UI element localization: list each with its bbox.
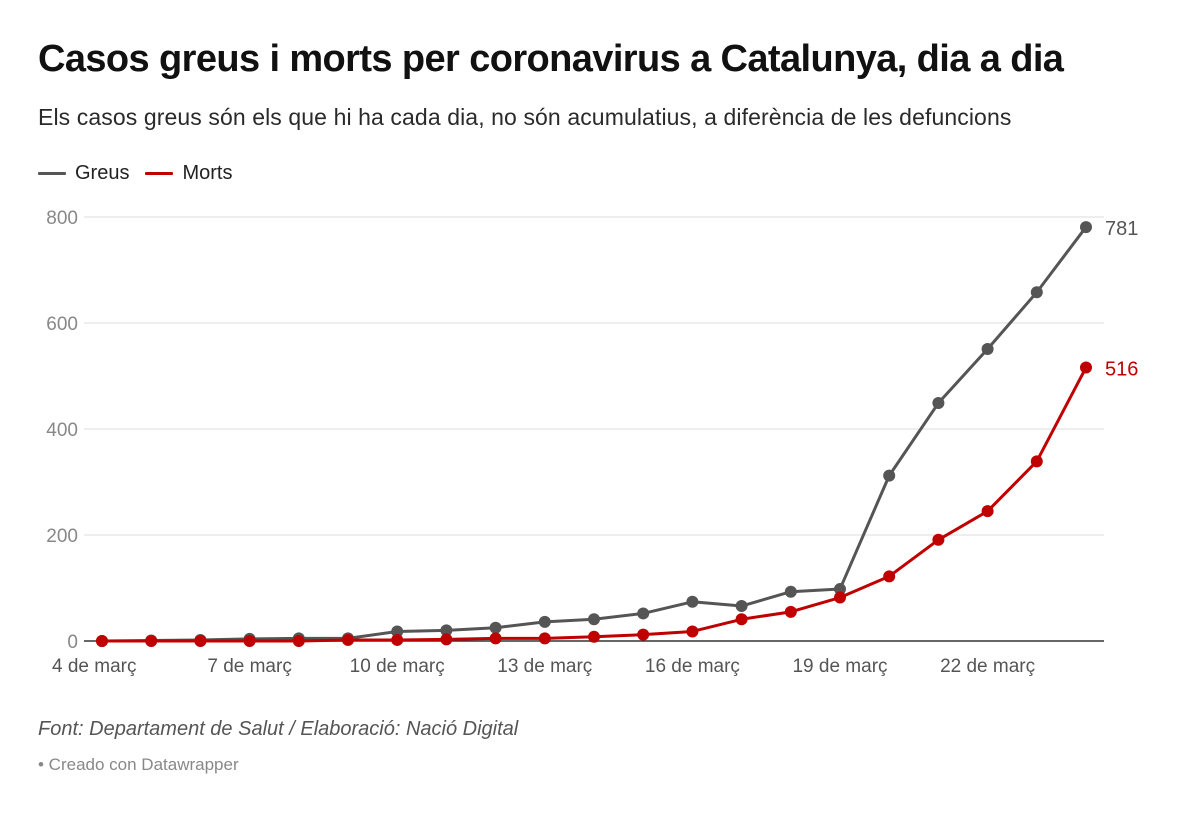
data-point-greus-15 [834, 583, 846, 596]
data-point-greus-20 [1080, 221, 1092, 234]
data-point-morts-15 [834, 591, 846, 604]
data-point-morts-0 [96, 635, 108, 647]
y-tick-label-0: 0 [67, 632, 78, 653]
data-point-greus-9 [538, 615, 551, 628]
data-point-morts-14 [784, 605, 797, 618]
data-point-morts-12 [686, 625, 699, 638]
data-point-greus-13 [735, 600, 748, 613]
data-point-morts-3 [243, 635, 256, 647]
y-tick-label-600: 600 [46, 314, 78, 335]
data-point-morts-4 [292, 635, 305, 647]
data-point-greus-8 [489, 621, 502, 634]
data-point-greus-11 [637, 607, 650, 620]
data-point-greus-19 [1030, 286, 1043, 299]
y-tick-label-400: 400 [46, 420, 78, 441]
data-point-morts-17 [932, 533, 945, 546]
chart-legend: Greus Morts [38, 162, 248, 185]
data-point-morts-5 [342, 633, 354, 646]
legend-swatch-greus [38, 172, 66, 175]
source-note: Font: Departament de Salut / Elaboració:… [38, 718, 519, 740]
data-point-morts-20 [1080, 361, 1092, 374]
data-label-morts-end: 516 [1105, 359, 1138, 381]
data-point-greus-10 [588, 613, 600, 626]
chart-title: Casos greus i morts per coronavirus a Ca… [38, 38, 1064, 80]
legend-label-morts: Morts [182, 162, 233, 184]
data-point-morts-18 [981, 505, 994, 518]
line-chart: 0 200 400 600 800 4 de març 7 de març 10 de mar… [46, 208, 1138, 677]
chart-subtitle: Els casos greus són els que hi ha cada d… [38, 104, 1012, 130]
data-point-morts-11 [637, 628, 650, 641]
data-point-morts-9 [538, 632, 551, 645]
data-point-morts-7 [440, 633, 453, 646]
x-tick-label-12: 16 de març [645, 656, 740, 677]
x-tick-label-0: 4 de març [52, 656, 136, 677]
x-tick-label-9: 13 de març [497, 656, 592, 677]
data-point-morts-2 [194, 635, 207, 647]
legend-label-greus: Greus [75, 162, 130, 184]
data-point-greus-18 [981, 342, 994, 355]
x-tick-label-6: 10 de març [350, 656, 445, 677]
credit-note: • Creado con Datawrapper [38, 755, 239, 774]
legend-swatch-morts [145, 172, 174, 175]
data-point-morts-16 [883, 570, 896, 583]
data-point-morts-10 [588, 630, 600, 643]
data-point-greus-14 [784, 585, 797, 598]
data-label-greus-end: 781 [1105, 218, 1138, 240]
data-point-greus-16 [883, 469, 896, 482]
legend-item-greus: Greus [38, 162, 129, 185]
data-point-morts-6 [391, 633, 404, 646]
series-line-greus [100, 225, 1088, 643]
data-point-morts-8 [489, 632, 502, 645]
x-tick-label-3: 7 de març [207, 656, 291, 677]
data-point-greus-7 [440, 624, 453, 637]
x-tick-label-15: 19 de març [792, 656, 887, 677]
y-tick-label-200: 200 [46, 526, 78, 547]
data-point-morts-1 [145, 635, 158, 647]
x-tick-label-18: 22 de març [940, 656, 1035, 677]
y-tick-label-800: 800 [46, 208, 78, 229]
data-point-greus-12 [686, 595, 699, 608]
data-point-morts-13 [735, 613, 748, 626]
data-point-greus-17 [932, 397, 945, 410]
data-point-greus-6 [391, 625, 404, 638]
legend-item-morts: Morts [145, 162, 232, 185]
data-point-morts-19 [1030, 455, 1043, 468]
